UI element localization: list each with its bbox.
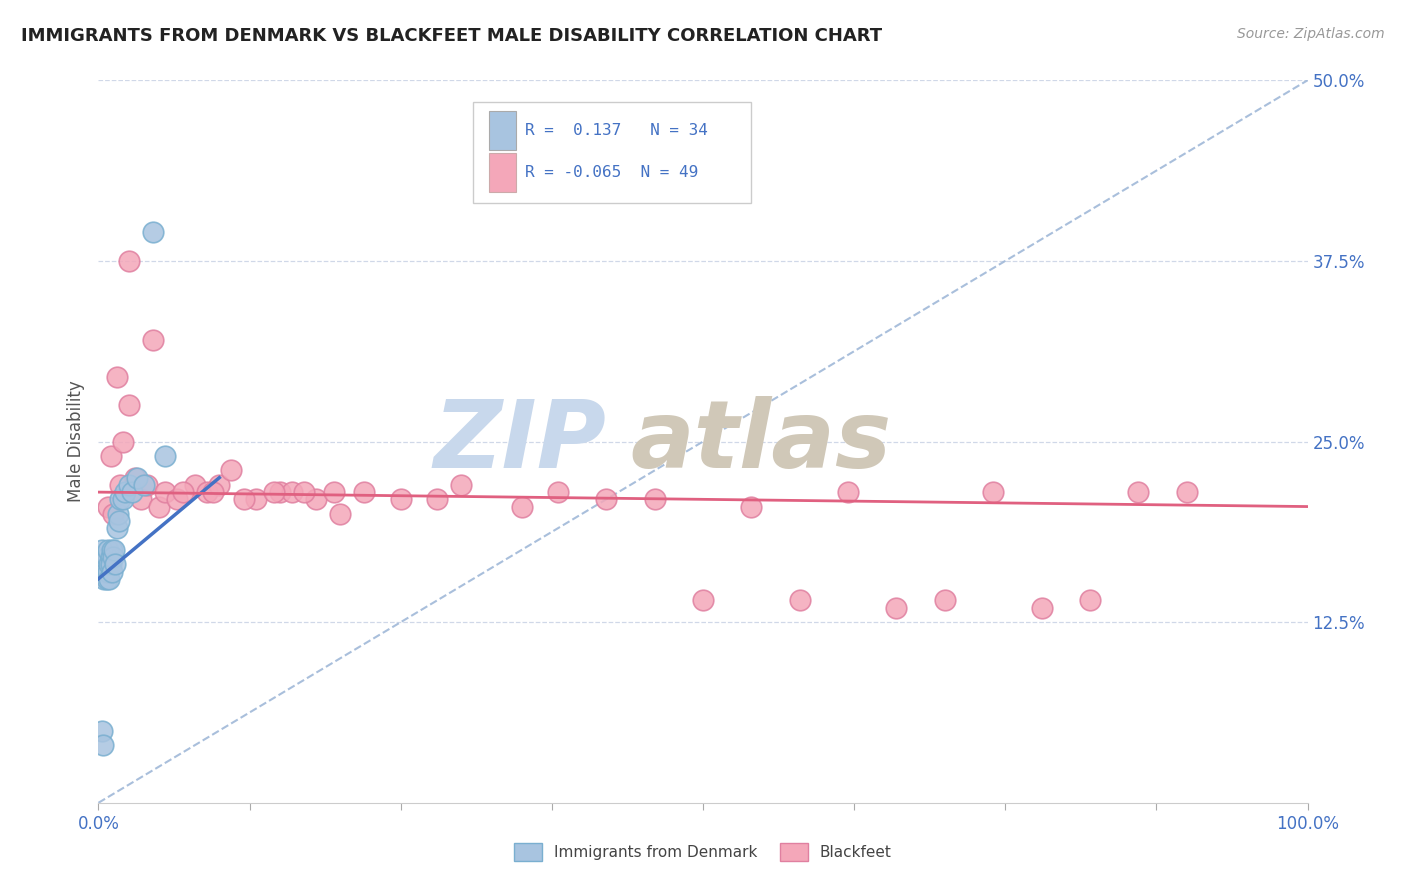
Point: [135, 478, 157, 492]
Point: [100, 550, 122, 565]
Point: [105, 369, 128, 384]
Point: [101, 550, 124, 565]
FancyBboxPatch shape: [474, 102, 751, 203]
Point: [96, 550, 118, 565]
Point: [305, 492, 328, 507]
Point: [232, 492, 254, 507]
Point: [281, 485, 304, 500]
Point: [172, 485, 194, 500]
Text: R = -0.065  N = 49: R = -0.065 N = 49: [526, 165, 699, 180]
Point: [111, 492, 134, 507]
Point: [98, 572, 121, 586]
Point: [121, 485, 143, 500]
Point: [96, 572, 118, 586]
Point: [118, 478, 141, 492]
Point: [740, 500, 762, 514]
Text: ZIP: ZIP: [433, 395, 606, 488]
Point: [104, 558, 127, 572]
Point: [107, 507, 129, 521]
Point: [91, 723, 114, 738]
Point: [100, 449, 122, 463]
Point: [100, 558, 122, 572]
Point: [886, 600, 908, 615]
Point: [981, 485, 1004, 500]
Point: [789, 593, 811, 607]
Legend: Immigrants from Denmark, Blackfeet: Immigrants from Denmark, Blackfeet: [508, 837, 898, 867]
Point: [934, 593, 956, 607]
Point: [108, 492, 131, 507]
Point: [450, 478, 472, 492]
Point: [105, 521, 128, 535]
Point: [269, 485, 291, 500]
Point: [195, 485, 218, 500]
Point: [129, 492, 152, 507]
Point: [263, 485, 285, 500]
Point: [221, 463, 243, 477]
Point: [97, 542, 120, 557]
Point: [127, 470, 149, 484]
Text: atlas: atlas: [630, 395, 891, 488]
Point: [595, 492, 617, 507]
Point: [111, 434, 134, 449]
Point: [94, 565, 117, 579]
Point: [100, 542, 122, 557]
Point: [329, 507, 352, 521]
Point: [90, 550, 112, 565]
Point: [245, 492, 267, 507]
Point: [101, 507, 124, 521]
Point: [91, 542, 114, 557]
Point: [118, 253, 141, 268]
Y-axis label: Male Disability: Male Disability: [66, 381, 84, 502]
Point: [91, 738, 114, 752]
Point: [353, 485, 375, 500]
Point: [166, 492, 188, 507]
Text: IMMIGRANTS FROM DENMARK VS BLACKFEET MALE DISABILITY CORRELATION CHART: IMMIGRANTS FROM DENMARK VS BLACKFEET MAL…: [21, 27, 882, 45]
Point: [118, 398, 141, 412]
Point: [142, 334, 165, 348]
Point: [323, 485, 346, 500]
Point: [153, 449, 176, 463]
Point: [97, 500, 120, 514]
Point: [98, 558, 121, 572]
Point: [389, 492, 412, 507]
Point: [148, 500, 170, 514]
Point: [103, 542, 125, 557]
Point: [1175, 485, 1198, 500]
Point: [91, 558, 114, 572]
Point: [692, 593, 714, 607]
Point: [153, 485, 176, 500]
Point: [114, 485, 136, 500]
Point: [142, 225, 165, 239]
Point: [100, 565, 122, 579]
Point: [1031, 600, 1053, 615]
Point: [837, 485, 859, 500]
Point: [94, 558, 117, 572]
Point: [292, 485, 315, 500]
Point: [108, 478, 131, 492]
Text: R =  0.137   N = 34: R = 0.137 N = 34: [526, 123, 709, 138]
Point: [97, 565, 120, 579]
Point: [1128, 485, 1150, 500]
Point: [426, 492, 449, 507]
Point: [184, 478, 207, 492]
Point: [93, 565, 115, 579]
Text: Source: ZipAtlas.com: Source: ZipAtlas.com: [1237, 27, 1385, 41]
FancyBboxPatch shape: [489, 153, 516, 193]
Point: [124, 470, 146, 484]
Point: [547, 485, 569, 500]
Point: [202, 485, 225, 500]
Point: [134, 478, 156, 492]
Point: [1078, 593, 1101, 607]
Point: [93, 572, 115, 586]
Point: [208, 478, 231, 492]
FancyBboxPatch shape: [489, 111, 516, 151]
Point: [644, 492, 666, 507]
Point: [510, 500, 533, 514]
Point: [108, 514, 131, 528]
